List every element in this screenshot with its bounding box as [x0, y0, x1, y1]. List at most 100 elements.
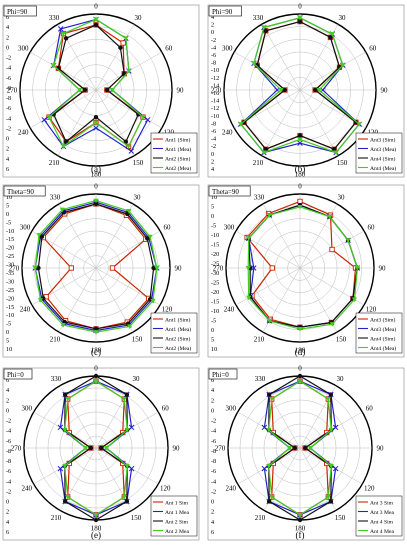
radial-tick-label: 0: [211, 29, 214, 36]
data-point: [93, 198, 99, 204]
radial-tick-label: -2: [211, 143, 216, 150]
data-point: [332, 465, 339, 472]
data-point: [269, 494, 275, 500]
data-point: [332, 147, 337, 152]
data-point: [140, 115, 146, 120]
data-point: [60, 31, 67, 37]
radial-tick-label: 2: [211, 397, 214, 404]
data-point: [93, 120, 99, 126]
legend-entry: Ant1 (Mea): [165, 146, 191, 153]
data-point: [63, 139, 69, 144]
grid-spoke: [235, 267, 301, 306]
radial-tick-label: -8: [6, 448, 11, 455]
data-point: [154, 266, 160, 271]
angle-tick-label: 210: [49, 159, 60, 167]
radial-tick-label: -10: [6, 228, 14, 235]
data-point: [246, 295, 252, 301]
angle-tick-label: 30: [135, 14, 143, 22]
data-point: [37, 298, 44, 303]
data-point: [328, 428, 334, 433]
radial-tick-label: 4: [6, 519, 9, 526]
radial-tick-label: 6: [6, 529, 9, 536]
radial-tick-label: 2: [6, 34, 9, 41]
panel-e: 03060901201501802102402703003306420-2-4-…: [2, 365, 200, 541]
angle-tick-label: 30: [339, 14, 347, 22]
radial-tick-label: -14: [211, 98, 219, 105]
angle-tick-label: 330: [255, 375, 266, 383]
data-point: [93, 373, 99, 379]
data-point: [120, 40, 126, 46]
radial-tick-label: -6: [211, 468, 216, 475]
radial-tick-label: -4: [6, 478, 11, 485]
radial-tick-label: 0: [6, 44, 9, 51]
data-point: [125, 144, 132, 150]
radial-tick-label: -15: [6, 236, 14, 243]
radial-tick-label: -20: [6, 245, 14, 252]
angle-tick-label: 240: [21, 485, 32, 493]
data-point: [83, 446, 89, 451]
legend-entry: Ant1 (Sim): [165, 136, 190, 143]
data-point: [328, 499, 334, 504]
radial-tick-label: -8: [6, 458, 11, 465]
legend-entry: Ant4 (Mea): [370, 165, 396, 172]
angle-tick-label: 210: [255, 514, 266, 522]
radial-tick-label: -10: [211, 308, 219, 315]
angle-tick-label: 330: [50, 193, 61, 201]
angle-tick-label: 330: [253, 14, 264, 22]
legend-entry: Ant2 (Sim): [165, 335, 190, 342]
grid-spoke: [261, 89, 301, 156]
radial-tick-label: 0: [6, 211, 9, 218]
grid-spoke: [299, 51, 366, 91]
radial-tick-label: -8: [211, 60, 216, 67]
data-point: [127, 324, 133, 329]
data-point: [266, 318, 273, 324]
radial-tick-label: -10: [211, 113, 219, 120]
radial-tick-label: -2: [6, 55, 11, 62]
radial-tick-label: 5: [211, 337, 214, 344]
angle-tick-label: 0: [94, 183, 98, 191]
grid-spoke: [30, 89, 97, 129]
data-point: [297, 327, 303, 332]
data-point: [62, 464, 68, 469]
radial-tick-label: -2: [211, 488, 216, 495]
panel-label: Theta=90: [7, 188, 34, 196]
radial-tick-label: -4: [211, 428, 216, 435]
radial-tick-label: -25: [6, 287, 14, 294]
angle-tick-label: 240: [20, 306, 31, 314]
angle-tick-label: 270: [9, 265, 20, 273]
data-point: [46, 115, 52, 120]
data-point: [325, 494, 331, 500]
angle-tick-label: 240: [222, 129, 233, 137]
data-point: [126, 69, 132, 74]
radial-tick-label: -8: [211, 448, 216, 455]
radial-tick-label: -12: [211, 105, 219, 112]
radial-tick-label: -6: [6, 75, 11, 82]
data-point: [93, 17, 99, 23]
data-point: [121, 494, 127, 500]
radial-tick-label: -4: [6, 115, 11, 122]
data-point: [124, 392, 130, 397]
data-point: [261, 25, 267, 31]
radial-tick-label: -6: [6, 468, 11, 475]
panel-d: 0 30 60 90 120 150 180 210 240 270 300 330 10 5 0 -5 -10…: [207, 183, 405, 358]
radial-tick-label: 5: [6, 202, 9, 209]
radial-tick-label: -25: [211, 261, 219, 268]
data-point: [59, 207, 65, 213]
data-point: [297, 137, 303, 142]
data-point: [325, 397, 331, 402]
angle-tick-label: 270: [7, 87, 18, 95]
panel-label-box: [3, 368, 33, 380]
data-point: [345, 238, 351, 243]
radial-tick-label: -2: [211, 37, 216, 44]
radial-tick-label: -25: [211, 280, 219, 287]
radial-tick-label: -2: [6, 418, 11, 425]
grid-spoke: [95, 24, 135, 91]
data-point: [62, 428, 68, 433]
data-point: [266, 213, 273, 218]
radial-tick-label: 10: [6, 194, 12, 201]
radial-tick-label: -15: [211, 242, 219, 249]
data-point: [109, 265, 116, 271]
legend-entry: Ant2 (Mea): [165, 165, 191, 172]
angle-tick-label: 300: [20, 224, 31, 232]
